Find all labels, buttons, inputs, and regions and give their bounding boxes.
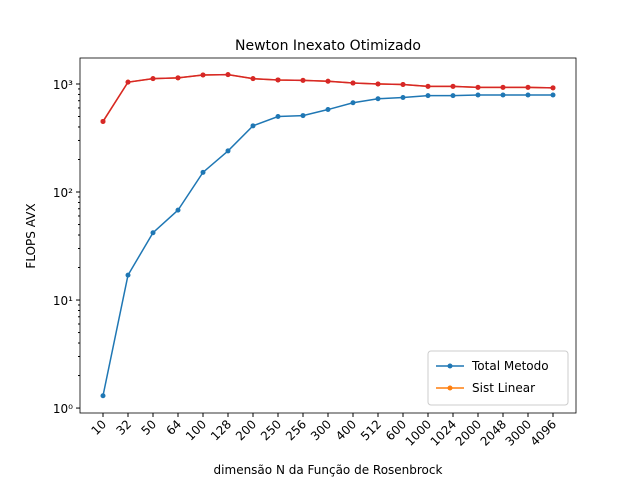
data-point	[225, 72, 231, 78]
data-point	[400, 94, 406, 100]
data-point	[200, 169, 206, 175]
y-tick-label: 10⁰	[53, 402, 73, 416]
y-axis-label: FLOPS AVX	[24, 203, 38, 268]
data-point	[250, 123, 256, 129]
data-point	[125, 272, 131, 278]
data-point	[275, 114, 281, 120]
data-point	[500, 84, 506, 90]
y-tick-label: 10²	[53, 186, 73, 200]
data-point	[425, 93, 431, 99]
legend-marker	[447, 363, 453, 369]
data-point	[275, 77, 281, 83]
data-point	[450, 83, 456, 89]
data-point	[525, 84, 531, 90]
x-axis-label: dimensão N da Função de Rosenbrock	[214, 463, 443, 477]
data-point	[175, 75, 181, 81]
data-point	[200, 72, 206, 78]
data-point	[375, 96, 381, 102]
data-point	[350, 100, 356, 106]
y-tick-label: 10³	[53, 78, 73, 92]
legend-box	[427, 350, 569, 406]
plot-frame	[79, 57, 577, 414]
data-point	[400, 81, 406, 87]
data-point	[300, 77, 306, 83]
chart-title: Newton Inexato Otimizado	[235, 38, 421, 54]
data-point	[375, 81, 381, 87]
y-tick-label: 10¹	[53, 294, 73, 308]
data-point	[100, 118, 106, 124]
data-point	[150, 76, 156, 82]
data-point	[225, 148, 231, 154]
data-point	[300, 113, 306, 119]
legend-marker	[447, 385, 453, 391]
data-point	[150, 230, 156, 236]
data-point	[350, 80, 356, 86]
legend-label: Sist Linear	[472, 381, 535, 395]
legend-label: Total Metodo	[471, 359, 549, 373]
data-point	[325, 78, 331, 84]
data-point	[500, 92, 506, 98]
data-point	[450, 93, 456, 99]
data-point	[525, 92, 531, 98]
data-point	[475, 84, 481, 90]
data-point	[550, 92, 556, 98]
data-point	[125, 79, 131, 85]
data-point	[475, 92, 481, 98]
data-point	[100, 393, 106, 399]
data-point	[425, 83, 431, 89]
data-point	[175, 207, 181, 213]
data-point	[325, 107, 331, 113]
data-point	[250, 76, 256, 82]
data-point	[550, 85, 556, 91]
